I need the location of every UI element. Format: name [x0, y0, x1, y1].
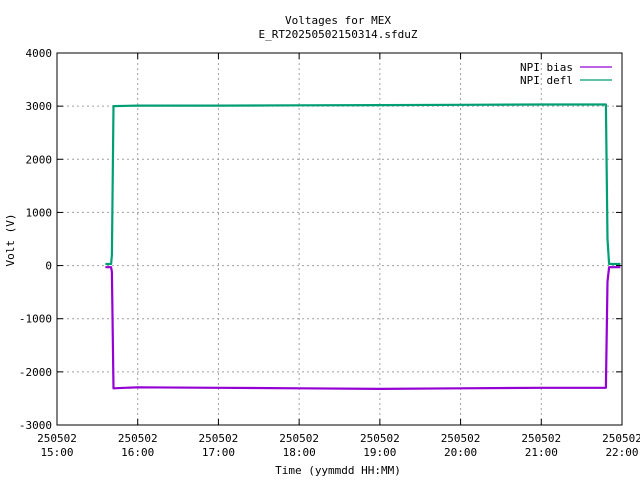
x-tick-time: 19:00	[363, 446, 396, 459]
x-tick-date: 250502	[602, 432, 640, 445]
x-tick-date: 250502	[37, 432, 77, 445]
plot-frame	[56, 52, 623, 426]
y-tick-label: 3000	[26, 100, 53, 113]
x-tick-time: 21:00	[525, 446, 558, 459]
y-tick-label: 2000	[26, 153, 53, 166]
axis-ticks	[56, 52, 623, 426]
y-tick-labels: 4000 3000 2000 1000 0 -1000 -2000 -3000	[19, 47, 52, 432]
x-tick-date: 250502	[521, 432, 561, 445]
y-tick-label: 1000	[26, 206, 53, 219]
y-tick-label: -3000	[19, 419, 52, 432]
y-axis-label: Volt (V)	[4, 214, 17, 267]
x-tick-time: 20:00	[444, 446, 477, 459]
y-tick-label: -1000	[19, 313, 52, 326]
legend-label: NPI bias	[520, 61, 573, 74]
series-layer	[105, 103, 621, 390]
chart-title: Voltages for MEX	[285, 14, 391, 27]
x-tick-date: 250502	[279, 432, 319, 445]
series-line-2	[105, 103, 621, 266]
x-tick-time: 18:00	[283, 446, 316, 459]
chart-subtitle: E_RT20250502150314.sfduZ	[259, 28, 418, 41]
x-tick-time: 17:00	[202, 446, 235, 459]
y-tick-label: 0	[45, 260, 52, 273]
x-axis-label: Time (yymmdd HH:MM)	[275, 464, 401, 477]
y-tick-label: 4000	[26, 47, 53, 60]
x-tick-labels: 25050215:0025050216:0025050217:002505021…	[37, 432, 640, 459]
x-tick-time: 22:00	[605, 446, 638, 459]
x-tick-date: 250502	[199, 432, 239, 445]
x-tick-date: 250502	[360, 432, 400, 445]
legend-label: NPI defl	[520, 74, 573, 87]
x-tick-date: 250502	[118, 432, 158, 445]
series-line-1	[105, 266, 621, 390]
grid-lines	[57, 53, 622, 425]
x-tick-date: 250502	[441, 432, 481, 445]
x-tick-time: 16:00	[121, 446, 154, 459]
y-tick-label: -2000	[19, 366, 52, 379]
x-tick-time: 15:00	[40, 446, 73, 459]
